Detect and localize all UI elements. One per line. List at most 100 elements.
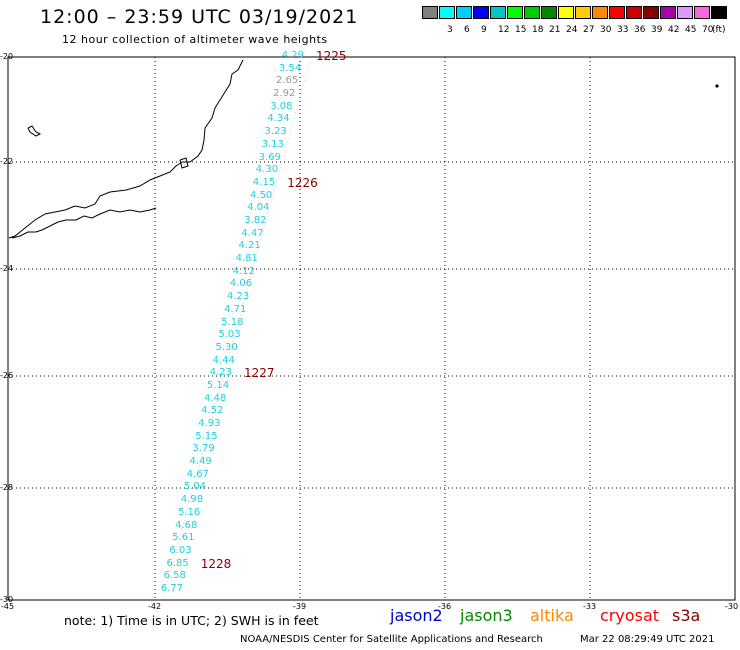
wave-height-value: 5.16 <box>178 506 201 518</box>
wave-height-value: 4.04 <box>247 202 270 214</box>
color-scale-swatch <box>439 6 455 19</box>
wave-height-value: 3.54 <box>278 62 302 74</box>
credit-agency: NOAA/NESDIS Center for Satellite Applica… <box>240 634 543 645</box>
wave-height-value: 2.65 <box>275 75 299 87</box>
color-scale-swatch <box>660 6 676 19</box>
satellite-legend-cryosat: cryosat <box>600 606 660 625</box>
wave-height-value: 3.23 <box>264 126 287 138</box>
island-1 <box>27 125 42 137</box>
wave-height-value: 6.58 <box>163 570 186 582</box>
satellite-legend-jason2: jason2 <box>390 606 443 625</box>
wave-height-value: 5.04 <box>183 481 207 493</box>
color-scale-label: 24 <box>566 25 578 35</box>
page-title: 12:00 – 23:59 UTC 03/19/2021 <box>40 6 359 28</box>
wave-height-value: 5.03 <box>218 329 241 341</box>
wave-height-value: 3.82 <box>244 214 267 226</box>
color-scale-swatch <box>473 6 489 19</box>
wave-height-value: 4.52 <box>201 405 224 417</box>
rev-number-label: 1228 <box>200 556 232 571</box>
color-scale-swatch <box>643 6 659 19</box>
wave-height-value: 4.29 <box>281 50 304 61</box>
wave-height-value: 4.98 <box>180 494 204 506</box>
wave-height-value: 3.08 <box>270 100 293 112</box>
color-scale-label: 21 <box>549 25 561 35</box>
wave-height-value: 4.44 <box>212 354 235 366</box>
latitude-tick-label: -26 <box>0 371 14 380</box>
wave-height-value: 6.85 <box>166 557 189 569</box>
coastline <box>8 59 244 239</box>
wave-height-value: 4.67 <box>186 468 209 480</box>
color-scale-swatch <box>677 6 693 19</box>
wave-height-value: 4.23 <box>226 291 250 303</box>
wave-height-value: 5.14 <box>206 379 230 391</box>
color-scale-label: 27 <box>583 25 595 35</box>
latitude-tick-label: -20 <box>0 52 14 61</box>
latitude-tick-label: -22 <box>0 157 14 166</box>
wave-height-value: 3.79 <box>192 443 215 455</box>
longitude-tick-label: -33 <box>583 602 597 611</box>
color-scale-swatch <box>524 6 540 19</box>
color-scale-swatch <box>456 6 472 19</box>
color-scale-swatch <box>575 6 591 19</box>
color-scale-unit: (ft) <box>712 25 726 35</box>
wave-height-value: 6.03 <box>169 544 192 556</box>
color-scale-swatch <box>694 6 710 19</box>
wave-height-value: 2.92 <box>273 88 296 100</box>
color-scale-label: 36 <box>634 25 646 35</box>
longitude-tick-label: -30 <box>725 602 739 611</box>
wave-height-value: 4.30 <box>255 164 279 176</box>
rev-number-label: 1226 <box>287 175 318 190</box>
color-scale-label: 39 <box>651 25 663 35</box>
wave-height-value: 5.61 <box>172 532 195 544</box>
color-scale-swatch <box>490 6 506 19</box>
latitude-tick-label: -30 <box>0 595 14 604</box>
latitude-tick-label: -28 <box>0 483 14 492</box>
wave-height-value: 4.21 <box>238 240 261 252</box>
footnote: note: 1) Time is in UTC; 2) SWH is in fe… <box>64 613 319 628</box>
wave-height-value: 4.81 <box>235 253 258 265</box>
island-dot <box>715 84 719 88</box>
wave-height-value: 4.71 <box>224 303 247 315</box>
coastline-inlet <box>11 207 157 239</box>
wave-height-value: 4.12 <box>232 265 256 277</box>
wave-height-value: 4.06 <box>229 278 253 290</box>
wave-height-value: 4.93 <box>198 418 221 430</box>
rev-number-label: 1227 <box>243 366 275 381</box>
wave-height-value: 3.13 <box>261 138 284 150</box>
graticule <box>8 57 735 600</box>
color-scale-label: 33 <box>617 25 629 35</box>
map-frame <box>7 56 736 601</box>
longitude-tick-label: -45 <box>1 602 15 611</box>
wave-height-value: 4.49 <box>189 456 212 468</box>
satellite-legend-jason3: jason3 <box>460 606 513 625</box>
color-scale-label: 6 <box>464 25 470 35</box>
color-scale-label: 18 <box>532 25 544 35</box>
color-scale-label: 42 <box>668 25 680 35</box>
color-scale-label: 3 <box>447 25 453 35</box>
wave-height-value: 3.69 <box>258 151 281 163</box>
color-scale-swatch <box>626 6 642 19</box>
island-2 <box>179 157 189 169</box>
color-scale-label: 70 <box>702 25 714 35</box>
wave-height-value: 6.77 <box>160 583 183 594</box>
wave-height-value: 4.23 <box>209 367 232 379</box>
wave-height-value: 4.34 <box>267 113 290 125</box>
wave-height-value: 5.15 <box>195 430 218 442</box>
wave-height-value: 4.50 <box>250 189 273 201</box>
satellite-legend-altika: altika <box>530 606 574 625</box>
color-scale-label: 9 <box>481 25 487 35</box>
rev-number-label: 1225 <box>316 49 347 63</box>
wave-height-value: 4.15 <box>252 176 276 188</box>
longitude-tick-label: -36 <box>438 602 452 611</box>
color-scale-swatch <box>592 6 608 19</box>
wave-height-value: 4.48 <box>203 392 227 404</box>
longitude-tick-label: -42 <box>148 602 162 611</box>
color-scale-swatch <box>422 6 438 19</box>
satellite-legend-s3a: s3a <box>672 606 701 625</box>
color-scale-swatch <box>711 6 727 19</box>
color-scale-label: 45 <box>685 25 697 35</box>
color-scale-swatch <box>507 6 523 19</box>
wave-height-value: 4.47 <box>241 227 264 239</box>
wave-height-value: 5.18 <box>221 316 244 328</box>
